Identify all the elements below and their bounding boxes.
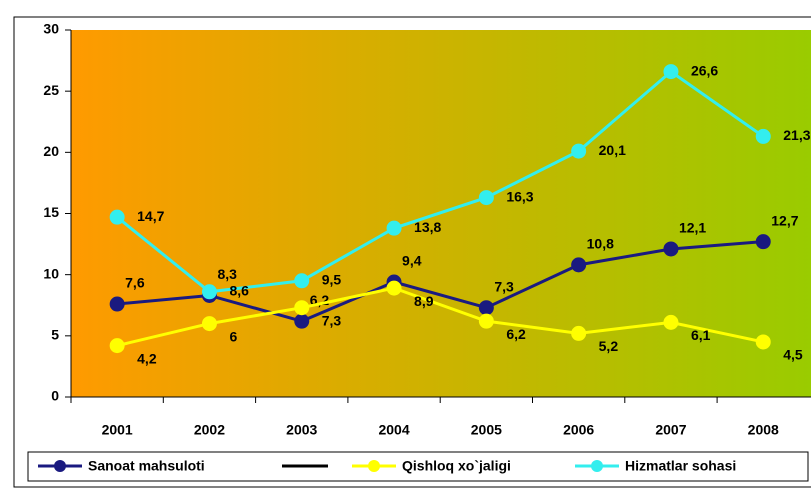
y-tick-label: 20: [43, 143, 59, 159]
data-label: 14,7: [137, 208, 164, 224]
data-label: 7,6: [125, 275, 145, 291]
series-marker: [663, 241, 679, 257]
legend-swatch-marker: [591, 460, 603, 472]
y-tick-label: 30: [43, 21, 59, 37]
legend-label: Sanoat mahsuloti: [88, 458, 205, 474]
x-tick-label: 2007: [655, 422, 686, 438]
series-marker: [663, 64, 679, 80]
series-marker: [109, 296, 125, 312]
series-line: [116, 286, 764, 348]
x-tick-label: 2008: [748, 422, 779, 438]
series-marker: [663, 314, 679, 330]
series-marker: [109, 209, 125, 225]
legend-swatch-marker: [368, 460, 380, 472]
series-marker: [386, 220, 402, 236]
series-marker: [571, 325, 587, 341]
series-marker: [294, 273, 310, 289]
series-marker: [109, 338, 125, 354]
series-marker: [755, 234, 771, 250]
data-label: 6,1: [691, 327, 711, 343]
y-tick-label: 5: [51, 327, 59, 343]
legend-label: Hizmatlar sohasi: [625, 458, 736, 474]
data-label: 16,3: [506, 188, 533, 204]
data-label: 21,3: [783, 127, 810, 143]
data-label: 12,1: [679, 220, 706, 236]
series-marker: [478, 300, 494, 316]
legend-swatch-marker: [54, 460, 66, 472]
data-label: 4,5: [783, 347, 803, 363]
x-tick-label: 2005: [471, 422, 502, 438]
y-tick-label: 25: [43, 82, 59, 98]
data-label: 9,4: [402, 253, 422, 269]
data-label: 6,2: [506, 326, 526, 342]
series-line: [117, 240, 764, 323]
legend-label: Qishloq xo`jaligi: [402, 458, 511, 474]
series-marker: [755, 334, 771, 350]
data-label: 5,2: [599, 338, 619, 354]
data-label: 7,3: [494, 278, 514, 294]
data-label: 7,3: [322, 312, 342, 328]
data-label: 6: [229, 328, 237, 344]
series-marker: [571, 257, 587, 273]
series-marker: [294, 313, 310, 329]
series-marker: [478, 313, 494, 329]
data-label: 8,3: [217, 266, 237, 282]
legend-box: [27, 451, 809, 482]
x-tick-label: 2004: [378, 422, 409, 438]
data-label: 13,8: [414, 219, 441, 235]
y-tick-label: 10: [43, 265, 59, 281]
layer: 0 5 10 15 20 25 30 2001 2002 2003 2004 2005 2006 2007…: [38, 21, 811, 474]
series-marker: [294, 300, 310, 316]
series-marker: [755, 128, 771, 144]
series-line: [116, 69, 765, 294]
y-tick-label: 0: [51, 388, 59, 404]
data-label: 12,7: [771, 212, 798, 228]
series-marker: [478, 190, 494, 206]
data-label: 20,1: [599, 142, 626, 158]
data-label: 8,6: [229, 282, 249, 298]
data-label: 9,5: [322, 271, 342, 287]
series-marker: [571, 143, 587, 159]
series-marker: [201, 316, 217, 332]
data-label: 4,2: [137, 350, 157, 366]
x-tick-label: 2002: [194, 422, 225, 438]
data-label: 10,8: [587, 236, 614, 252]
series-marker: [386, 280, 402, 296]
y-tick-label: 15: [43, 204, 59, 220]
x-tick-label: 2003: [286, 422, 317, 438]
x-tick-label: 2006: [563, 422, 594, 438]
data-label: 8,9: [414, 293, 434, 309]
x-tick-label: 2001: [102, 422, 133, 438]
series-marker: [201, 284, 217, 300]
data-label: 26,6: [691, 62, 718, 78]
